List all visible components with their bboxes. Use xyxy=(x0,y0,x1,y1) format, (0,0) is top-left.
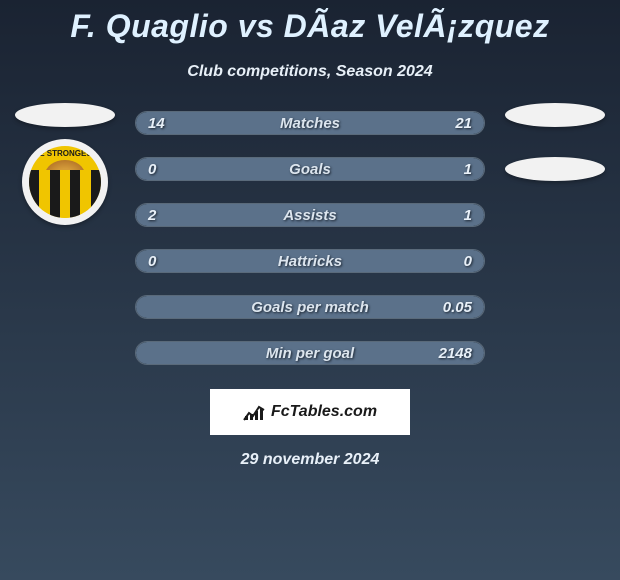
stat-label: Min per goal xyxy=(136,345,484,362)
left-club-badge: HE STRONGEST xyxy=(22,139,108,225)
right-column xyxy=(505,103,605,181)
stat-label: Assists xyxy=(136,207,484,224)
left-ellipse-1 xyxy=(15,103,115,127)
left-column: HE STRONGEST xyxy=(15,103,115,225)
stat-row: 0Goals1 xyxy=(135,157,485,181)
page-title: F. Quaglio vs DÃ­az VelÃ¡zquez xyxy=(0,0,620,45)
right-ellipse-1 xyxy=(505,103,605,127)
stat-row: 0Hattricks0 xyxy=(135,249,485,273)
club-badge-text: HE STRONGEST xyxy=(29,149,101,158)
stat-value-right: 0 xyxy=(464,253,472,270)
stat-rows: 14Matches210Goals12Assists10Hattricks0Go… xyxy=(135,111,485,365)
stats-area: HE STRONGEST 14Matches210Goals12Assists1… xyxy=(0,111,620,365)
stat-label: Goals xyxy=(136,161,484,178)
page-date: 29 november 2024 xyxy=(0,451,620,469)
stat-value-right: 21 xyxy=(455,115,472,132)
stat-label: Matches xyxy=(136,115,484,132)
stat-label: Hattricks xyxy=(136,253,484,270)
brand-chart-icon xyxy=(243,403,265,421)
stat-row: 2Assists1 xyxy=(135,203,485,227)
stat-value-right: 1 xyxy=(464,207,472,224)
stat-value-right: 2148 xyxy=(439,345,472,362)
stat-row: Goals per match0.05 xyxy=(135,295,485,319)
stat-value-right: 0.05 xyxy=(443,299,472,316)
stat-label: Goals per match xyxy=(136,299,484,316)
branding-text: FcTables.com xyxy=(271,403,377,421)
right-ellipse-2 xyxy=(505,157,605,181)
page-subtitle: Club competitions, Season 2024 xyxy=(0,63,620,81)
stat-row: 14Matches21 xyxy=(135,111,485,135)
stat-value-right: 1 xyxy=(464,161,472,178)
branding-box: FcTables.com xyxy=(210,389,410,435)
stat-row: Min per goal2148 xyxy=(135,341,485,365)
